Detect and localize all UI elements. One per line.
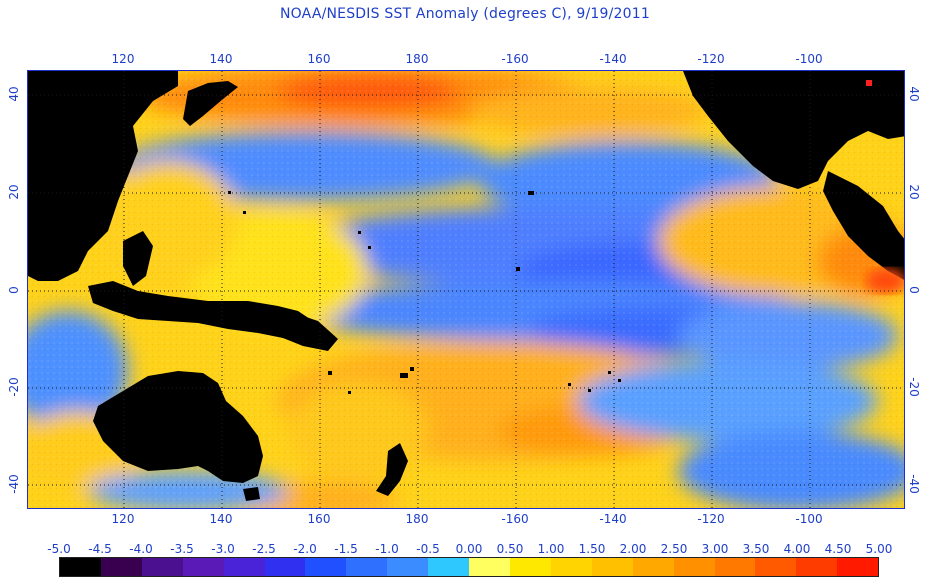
legend-label: -2.5 bbox=[252, 542, 276, 556]
legend-label: -4.0 bbox=[129, 542, 153, 556]
right-latitude-label: -20 bbox=[907, 377, 921, 397]
land-masses bbox=[28, 71, 904, 501]
hotspot bbox=[866, 80, 904, 293]
bottom-longitude-label: -140 bbox=[599, 512, 627, 526]
legend-labels: -5.0 -4.5 -4.0 -3.5 -3.0 -2.5 -2.0 -1.5 -1.0 -0.5… bbox=[0, 542, 930, 558]
legend-swatch bbox=[796, 558, 838, 576]
top-longitude-label: -140 bbox=[599, 52, 627, 66]
top-longitude-label: 160 bbox=[307, 52, 331, 66]
legend-swatch bbox=[387, 558, 429, 576]
top-longitude-label: 120 bbox=[111, 52, 135, 66]
legend-swatch bbox=[714, 558, 756, 576]
legend-swatch bbox=[673, 558, 715, 576]
legend-label: 0.00 bbox=[455, 542, 483, 556]
legend-label: -5.0 bbox=[47, 542, 71, 556]
top-longitude-label: -100 bbox=[795, 52, 823, 66]
legend-swatch bbox=[264, 558, 306, 576]
legend-label: -1.5 bbox=[334, 542, 358, 556]
central-america-land bbox=[823, 171, 904, 280]
islands bbox=[228, 191, 621, 394]
legend-label: 1.00 bbox=[537, 542, 565, 556]
new-guinea-land bbox=[258, 311, 338, 351]
left-latitude-label: -20 bbox=[7, 377, 21, 397]
legend-swatch bbox=[755, 558, 797, 576]
legend-label: 2.50 bbox=[660, 542, 688, 556]
legend-swatch bbox=[100, 558, 142, 576]
top-longitude-label: -160 bbox=[501, 52, 529, 66]
australia-land bbox=[93, 371, 263, 483]
sst-anomaly-map bbox=[27, 70, 905, 509]
legend-swatch bbox=[346, 558, 388, 576]
legend-label: -3.0 bbox=[211, 542, 235, 556]
asia-land bbox=[28, 71, 178, 281]
bottom-longitude-label: 120 bbox=[111, 512, 135, 526]
bottom-longitude-label: 180 bbox=[405, 512, 429, 526]
legend-label: 0.50 bbox=[496, 542, 524, 556]
bottom-longitude-label: -160 bbox=[501, 512, 529, 526]
right-latitude-label: 20 bbox=[907, 184, 921, 200]
indonesia-land bbox=[88, 281, 328, 346]
bottom-longitude-label: 160 bbox=[307, 512, 331, 526]
legend-swatch bbox=[837, 558, 879, 576]
right-latitude-label: -40 bbox=[907, 474, 921, 494]
left-latitude-label: 40 bbox=[7, 86, 21, 102]
right-latitude-label: 0 bbox=[907, 286, 921, 294]
top-longitude-label: -120 bbox=[697, 52, 725, 66]
color-scale-legend bbox=[59, 557, 879, 577]
japan-land bbox=[183, 81, 238, 126]
new-zealand-land bbox=[376, 443, 408, 496]
legend-swatch bbox=[223, 558, 265, 576]
legend-label: 4.50 bbox=[824, 542, 852, 556]
top-longitude-label: 140 bbox=[209, 52, 233, 66]
right-latitude-label: 40 bbox=[907, 86, 921, 102]
chart-title: NOAA/NESDIS SST Anomaly (degrees C), 9/1… bbox=[280, 6, 650, 22]
legend-swatch bbox=[509, 558, 551, 576]
bottom-longitude-label: -100 bbox=[795, 512, 823, 526]
legend-swatch bbox=[60, 558, 101, 576]
legend-label: -1.0 bbox=[375, 542, 399, 556]
legend-swatch bbox=[182, 558, 224, 576]
legend-label: -4.5 bbox=[88, 542, 112, 556]
north-america-land bbox=[683, 71, 904, 189]
left-latitude-label: 20 bbox=[7, 184, 21, 200]
legend-label: 3.00 bbox=[701, 542, 729, 556]
legend-label: 1.50 bbox=[578, 542, 606, 556]
left-latitude-label: 0 bbox=[7, 286, 21, 294]
legend-swatch bbox=[550, 558, 592, 576]
legend-swatch bbox=[305, 558, 347, 576]
bottom-longitude-label: -120 bbox=[697, 512, 725, 526]
legend-swatch bbox=[141, 558, 183, 576]
legend-swatch bbox=[632, 558, 674, 576]
legend-label: 5.00 bbox=[865, 542, 893, 556]
legend-label: 4.00 bbox=[783, 542, 811, 556]
legend-label: 2.00 bbox=[619, 542, 647, 556]
legend-swatch bbox=[428, 558, 470, 576]
tasmania-land bbox=[243, 487, 260, 501]
legend-label: 3.50 bbox=[742, 542, 770, 556]
top-longitude-label: 180 bbox=[405, 52, 429, 66]
legend-label: -3.5 bbox=[170, 542, 194, 556]
legend-label: -0.5 bbox=[416, 542, 440, 556]
sst-map-canvas bbox=[28, 71, 904, 508]
bottom-longitude-label: 140 bbox=[209, 512, 233, 526]
legend-swatch bbox=[469, 558, 510, 576]
legend-swatch bbox=[591, 558, 633, 576]
left-latitude-label: -40 bbox=[7, 474, 21, 494]
legend-label: -2.0 bbox=[293, 542, 317, 556]
philippines-land bbox=[123, 231, 153, 286]
